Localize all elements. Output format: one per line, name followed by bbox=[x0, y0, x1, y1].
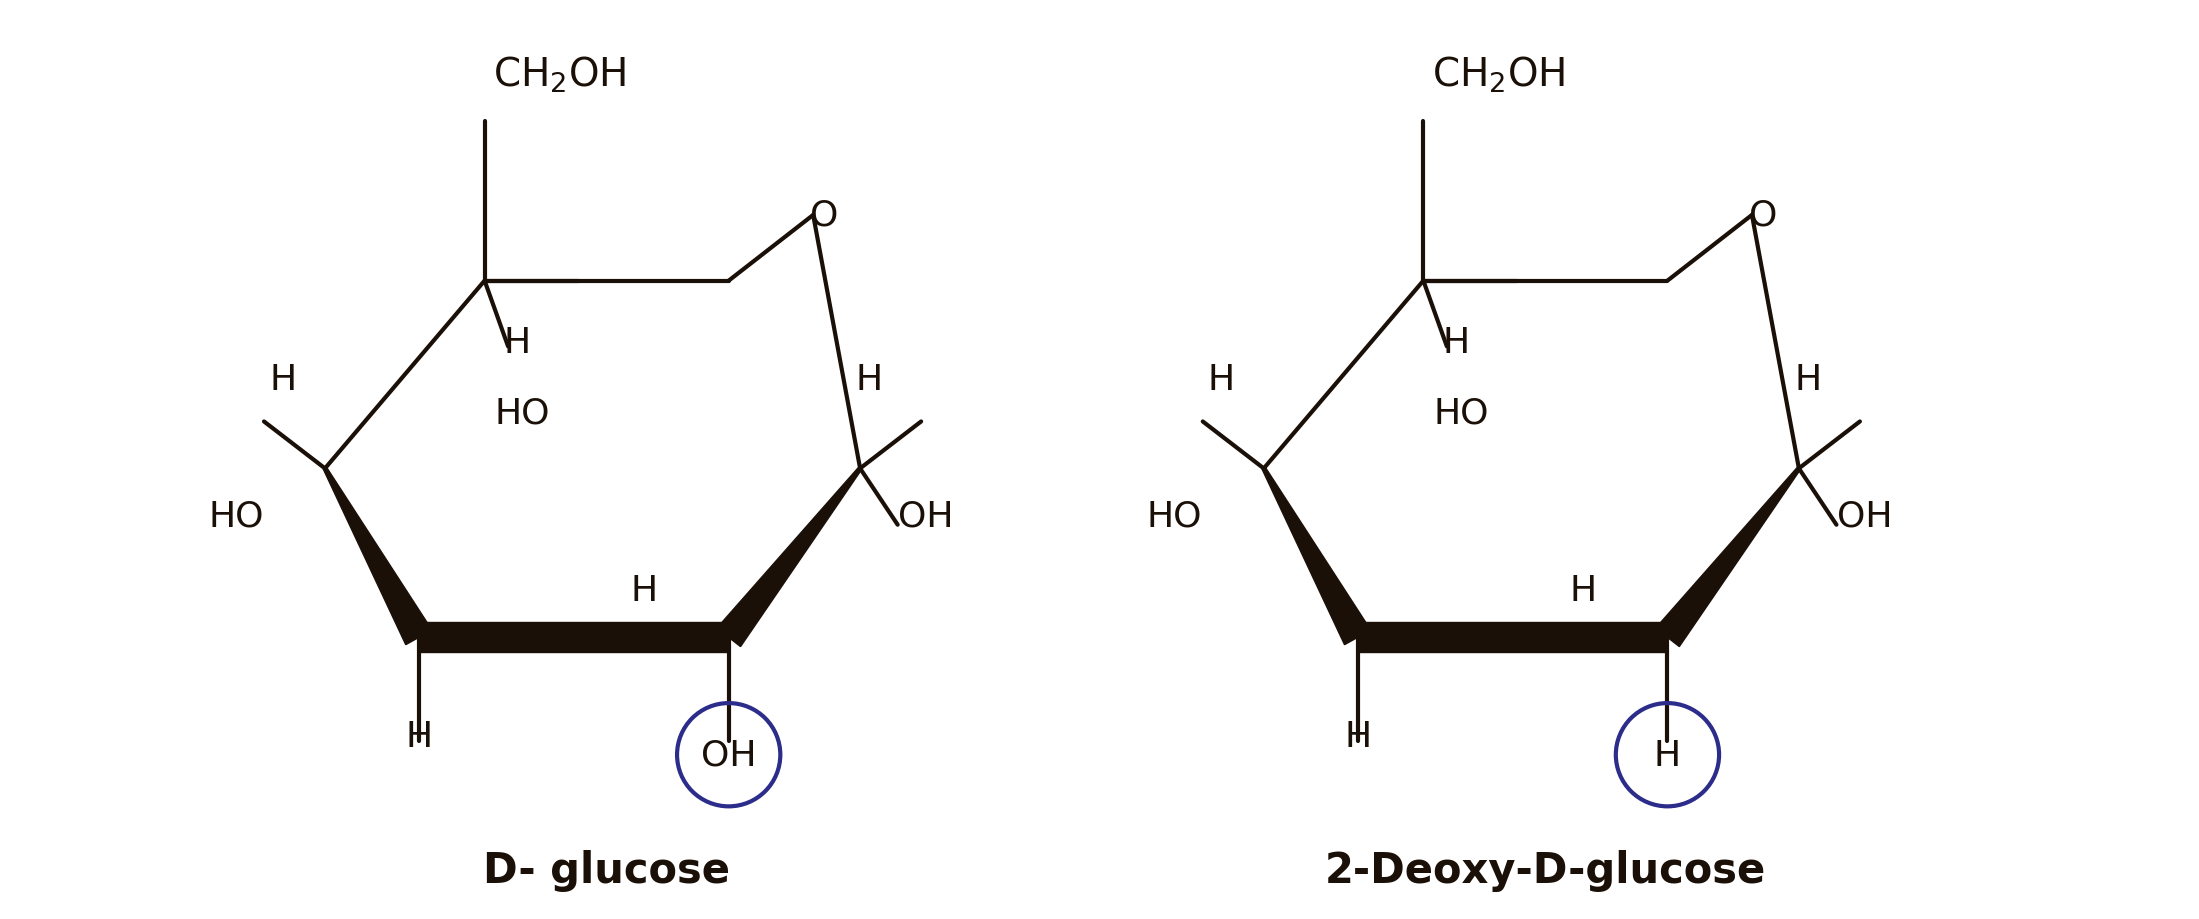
Polygon shape bbox=[323, 468, 431, 645]
Polygon shape bbox=[1357, 623, 1667, 652]
Polygon shape bbox=[717, 468, 862, 647]
Text: H: H bbox=[1344, 720, 1372, 753]
Text: 2-Deoxy-D-glucose: 2-Deoxy-D-glucose bbox=[1324, 849, 1766, 891]
Text: $\mathregular{CH_2OH}$: $\mathregular{CH_2OH}$ bbox=[1432, 55, 1566, 96]
Text: H: H bbox=[1570, 573, 1596, 607]
Text: H: H bbox=[405, 720, 433, 753]
Text: O: O bbox=[1748, 199, 1777, 233]
Text: $\mathregular{CH_2OH}$: $\mathregular{CH_2OH}$ bbox=[493, 55, 627, 96]
Text: HO: HO bbox=[1148, 499, 1203, 533]
Polygon shape bbox=[418, 623, 728, 652]
Text: HO: HO bbox=[209, 499, 264, 533]
Text: H: H bbox=[1443, 325, 1469, 359]
Text: H: H bbox=[268, 363, 297, 397]
Text: H: H bbox=[1654, 738, 1680, 772]
Text: H: H bbox=[1207, 363, 1236, 397]
Text: HO: HO bbox=[495, 396, 550, 429]
Text: D- glucose: D- glucose bbox=[484, 849, 730, 891]
Text: H: H bbox=[1794, 363, 1821, 397]
Text: O: O bbox=[809, 199, 838, 233]
Text: OH: OH bbox=[701, 738, 756, 772]
Text: HO: HO bbox=[1434, 396, 1489, 429]
Text: OH: OH bbox=[897, 499, 954, 533]
Text: OH: OH bbox=[1836, 499, 1893, 533]
Text: H: H bbox=[855, 363, 884, 397]
Polygon shape bbox=[1656, 468, 1801, 647]
Text: H: H bbox=[504, 325, 530, 359]
Polygon shape bbox=[1262, 468, 1370, 645]
Text: H: H bbox=[631, 573, 658, 607]
